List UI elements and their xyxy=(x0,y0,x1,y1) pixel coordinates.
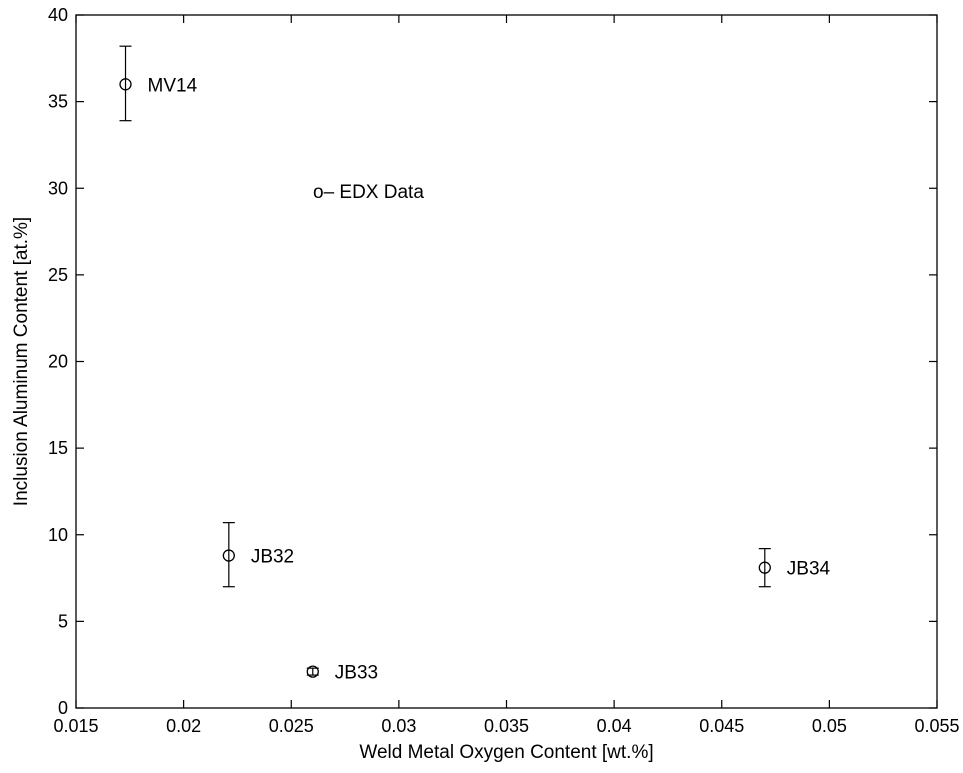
x-tick-label: 0.035 xyxy=(484,716,529,736)
x-tick-label: 0.03 xyxy=(381,716,416,736)
data-point-label: JB33 xyxy=(335,663,378,684)
data-points: MV14 JB32 JB33 JB34 xyxy=(119,45,831,684)
data-point-marker xyxy=(306,665,319,678)
y-axis-ticks: 0 5 10 15 20 25 30 35 40 xyxy=(48,5,937,718)
y-tick-label: 30 xyxy=(48,178,68,198)
x-axis-ticks: 0.015 0.02 0.025 0.03 0.035 0.04 0.045 0.05 0.05… xyxy=(53,15,960,736)
y-tick-label: 5 xyxy=(58,611,68,631)
y-tick-label: 25 xyxy=(48,265,68,285)
y-tick-label: 0 xyxy=(58,698,68,718)
x-tick-label: 0.045 xyxy=(699,716,744,736)
x-tick-label: 0.04 xyxy=(597,716,632,736)
data-point-label: JB34 xyxy=(787,559,831,580)
data-point-marker xyxy=(222,549,235,562)
y-tick-label: 10 xyxy=(48,525,68,545)
x-tick-label: 0.055 xyxy=(914,716,959,736)
data-point-label: JB32 xyxy=(251,547,294,568)
x-tick-label: 0.015 xyxy=(53,716,98,736)
y-tick-label: 15 xyxy=(48,438,68,458)
y-tick-label: 20 xyxy=(48,352,68,372)
x-tick-label: 0.025 xyxy=(269,716,314,736)
data-point-label: MV14 xyxy=(148,75,198,96)
y-tick-label: 35 xyxy=(48,92,68,112)
x-tick-label: 0.05 xyxy=(812,716,847,736)
data-point-marker xyxy=(758,561,771,574)
y-axis-title: Inclusion Aluminum Content [at.%] xyxy=(11,217,32,506)
plot-area xyxy=(75,14,938,709)
y-tick-label: 40 xyxy=(48,5,68,25)
legend-entry: o– EDX Data xyxy=(313,182,424,203)
legend: o– EDX Data xyxy=(313,182,424,203)
data-point-marker xyxy=(119,78,132,91)
x-tick-label: 0.02 xyxy=(166,716,201,736)
x-axis-title: Weld Metal Oxygen Content [wt.%] xyxy=(359,742,653,763)
